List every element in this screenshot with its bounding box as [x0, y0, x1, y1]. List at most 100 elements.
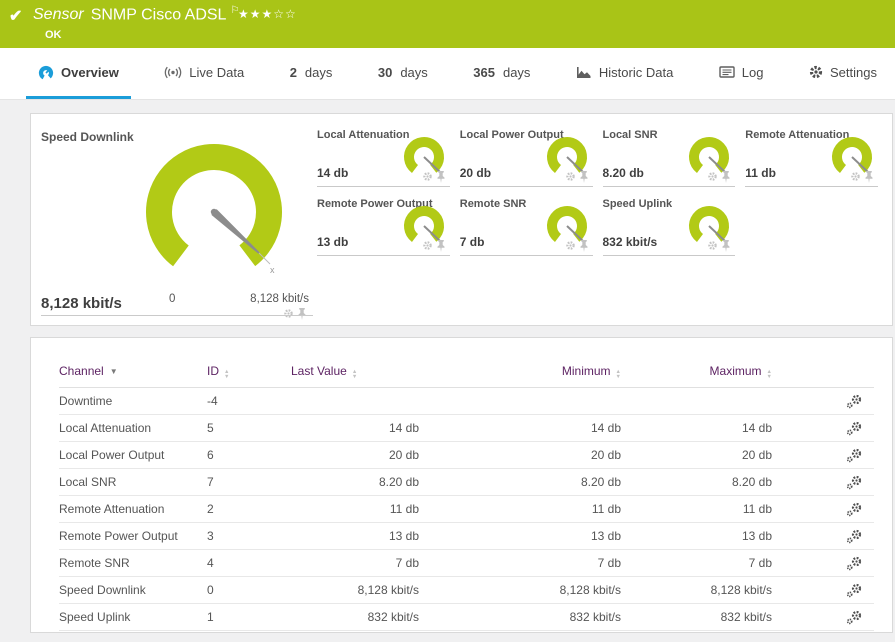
- tab-30-days[interactable]: 30 days: [366, 48, 440, 99]
- gear-icon[interactable]: [707, 240, 718, 251]
- gauge-needle: [423, 225, 442, 243]
- channel-settings-icon[interactable]: [846, 529, 863, 544]
- primary-gauge-cell[interactable]: Speed Downlink x 8,128 kbit/s 0 8,128 kb…: [41, 122, 313, 325]
- channel-name[interactable]: Downtime: [59, 388, 207, 415]
- column-header-minimum[interactable]: Minimum ▲ ▼: [419, 358, 621, 388]
- channel-name[interactable]: Remote SNR: [59, 550, 207, 577]
- column-header-maximum[interactable]: Maximum ▲ ▼: [621, 358, 772, 388]
- pin-icon[interactable]: [436, 240, 446, 252]
- small-gauges-grid: Local Attenuation 14 db Local Power Outp…: [311, 122, 878, 325]
- channel-id: 0: [207, 577, 291, 604]
- tab-historic-data[interactable]: Historic Data: [564, 48, 685, 99]
- channel-name[interactable]: Local Power Output: [59, 442, 207, 469]
- sensor-name[interactable]: SNMP Cisco ADSL: [90, 6, 227, 24]
- channel-settings-icon[interactable]: [846, 475, 863, 490]
- gauge-cell-remote-power-output[interactable]: Remote Power Output 13 db: [317, 195, 450, 256]
- gauge-current-value: 8.20 db: [602, 166, 644, 180]
- tab-number: 30: [377, 64, 393, 80]
- channel-minimum: 11 db: [419, 496, 621, 523]
- tab-label: Historic Data: [598, 64, 674, 80]
- channel-id: 1: [207, 604, 291, 631]
- tab-overview[interactable]: Overview: [26, 48, 131, 99]
- flag-icon[interactable]: ⚐: [230, 5, 240, 16]
- tab-settings[interactable]: Settings: [797, 48, 889, 99]
- gauge-current-value: 832 kbit/s: [602, 235, 658, 249]
- tab-365-days[interactable]: 365 days: [461, 48, 542, 99]
- channel-settings-icon[interactable]: [846, 610, 863, 625]
- gauge-cell-remote-snr[interactable]: Remote SNR 7 db: [459, 195, 593, 256]
- pin-icon[interactable]: [579, 240, 589, 252]
- channel-settings-icon[interactable]: [846, 394, 863, 409]
- pin-icon[interactable]: [721, 171, 731, 183]
- tab-label: Overview: [61, 64, 119, 80]
- channel-maximum: 13 db: [621, 523, 772, 550]
- tab-number: 365: [473, 64, 495, 80]
- gear-icon[interactable]: [565, 240, 576, 251]
- channel-gauge: [403, 137, 444, 177]
- channel-name[interactable]: Remote Power Output: [59, 523, 207, 550]
- channel-maximum: 7 db: [621, 550, 772, 577]
- live-data-icon: [165, 66, 182, 78]
- channel-settings-icon[interactable]: [846, 448, 863, 463]
- pin-icon[interactable]: [436, 171, 446, 183]
- status-ok-check-icon: ✔: [9, 8, 23, 25]
- column-header-channel[interactable]: Channel ▼: [59, 358, 207, 388]
- pin-icon[interactable]: [297, 308, 307, 320]
- channel-gauge: [689, 206, 730, 246]
- channel-name[interactable]: Local SNR: [59, 469, 207, 496]
- pin-icon[interactable]: [579, 171, 589, 183]
- channel-settings-icon[interactable]: [846, 502, 863, 517]
- tab-2-days[interactable]: 2 days: [278, 48, 345, 99]
- pin-icon[interactable]: [864, 171, 874, 183]
- channels-table-panel: Channel ▼ ID ▲ ▼ Last Value ▲ ▼ Minimum ▲ ▼ Max…: [30, 337, 893, 633]
- channel-settings-icon[interactable]: [846, 556, 863, 571]
- gear-icon[interactable]: [850, 171, 861, 182]
- channel-name[interactable]: Remote Attenuation: [59, 496, 207, 523]
- channel-maximum: 8,128 kbit/s: [621, 577, 772, 604]
- speed-downlink-gauge: x: [146, 144, 282, 280]
- gauge-current-value: 13 db: [317, 235, 349, 249]
- column-header-last-value[interactable]: Last Value ▲ ▼: [291, 358, 419, 388]
- tab-label: Log: [741, 64, 764, 80]
- channel-gauge: [546, 137, 587, 177]
- pin-icon[interactable]: [721, 240, 731, 252]
- gear-icon[interactable]: [565, 171, 576, 182]
- channel-maximum: 14 db: [621, 415, 772, 442]
- gear-icon[interactable]: [707, 171, 718, 182]
- gauge-title: Local Power Output: [459, 129, 564, 141]
- gauge-current-value: 11 db: [745, 166, 776, 180]
- tab-live-data[interactable]: Live Data: [152, 48, 256, 99]
- column-header-id[interactable]: ID ▲ ▼: [207, 358, 291, 388]
- gear-icon[interactable]: [422, 240, 433, 251]
- tab-log[interactable]: Log: [707, 48, 776, 99]
- gauge-needle: [423, 156, 442, 174]
- gauge-cell-speed-uplink[interactable]: Speed Uplink 832 kbit/s: [602, 195, 736, 256]
- gauge-needle: [708, 156, 727, 174]
- channel-last-value: 13 db: [291, 523, 419, 550]
- channel-id: 7: [207, 469, 291, 496]
- channel-minimum: 8,128 kbit/s: [419, 577, 621, 604]
- channel-name[interactable]: Local Attenuation: [59, 415, 207, 442]
- gauge-cell-local-attenuation[interactable]: Local Attenuation 14 db: [317, 126, 450, 187]
- channel-settings-icon[interactable]: [846, 583, 863, 598]
- gauges-panel: Speed Downlink x 8,128 kbit/s 0 8,128 kb…: [30, 113, 893, 326]
- channel-settings-icon[interactable]: [846, 421, 863, 436]
- channel-name[interactable]: Speed Uplink: [59, 604, 207, 631]
- gear-icon[interactable]: [283, 308, 294, 319]
- channel-gauge: [689, 137, 730, 177]
- gauge-cell-local-snr[interactable]: Local SNR 8.20 db: [602, 126, 736, 187]
- sort-icon: ▲ ▼: [351, 369, 358, 380]
- gauge-current-value: 7 db: [459, 235, 485, 249]
- sensor-title: Sensor SNMP Cisco ADSL ⚐: [33, 5, 239, 24]
- channel-maximum: 11 db: [621, 496, 772, 523]
- gauge-cell-local-power-output[interactable]: Local Power Output 20 db: [459, 126, 593, 187]
- priority-stars[interactable]: ★★★☆☆: [238, 7, 297, 21]
- gauge-cell-remote-attenuation[interactable]: Remote Attenuation 11 db: [745, 126, 878, 187]
- tab-bar: Overview Live Data 2 days 30 days 365 da…: [0, 48, 895, 100]
- channel-minimum: 832 kbit/s: [419, 604, 621, 631]
- tab-label: Settings: [829, 64, 877, 80]
- channel-name[interactable]: Speed Downlink: [59, 577, 207, 604]
- gear-icon[interactable]: [422, 171, 433, 182]
- historic-data-icon: [576, 66, 591, 78]
- sort-icon: ▲ ▼: [615, 369, 621, 380]
